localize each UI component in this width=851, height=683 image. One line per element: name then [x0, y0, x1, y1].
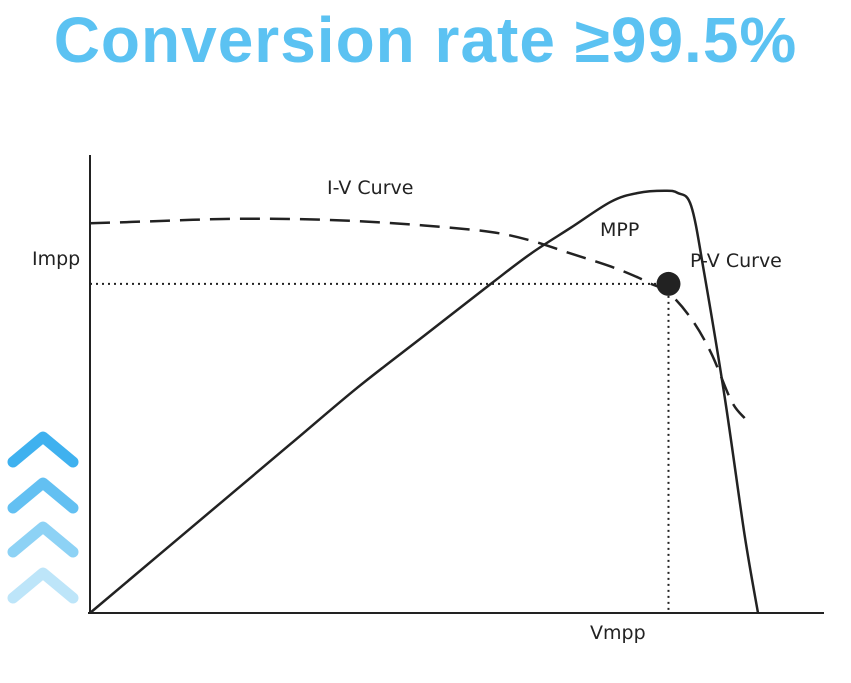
iv-curve-line: [89, 217, 746, 419]
chevron-up-icon: [7, 521, 79, 558]
mpp-label: MPP: [600, 219, 639, 241]
iv-curve-label: I-V Curve: [327, 177, 413, 199]
chevron-up-icon: [7, 477, 79, 514]
chevron-up-icon: [7, 567, 79, 604]
vmpp-tick-label: Vmpp: [590, 622, 646, 644]
chevron-stack: [7, 431, 79, 604]
headline-title: Conversion rate ≥99.5%: [53, 4, 798, 76]
pv-curve-line: [89, 189, 760, 614]
pv-curve-label: P-V Curve: [690, 250, 782, 272]
impp-tick-label: Impp: [32, 248, 80, 270]
chevron-up-icon: [7, 431, 79, 468]
mpp-point: [656, 271, 681, 296]
